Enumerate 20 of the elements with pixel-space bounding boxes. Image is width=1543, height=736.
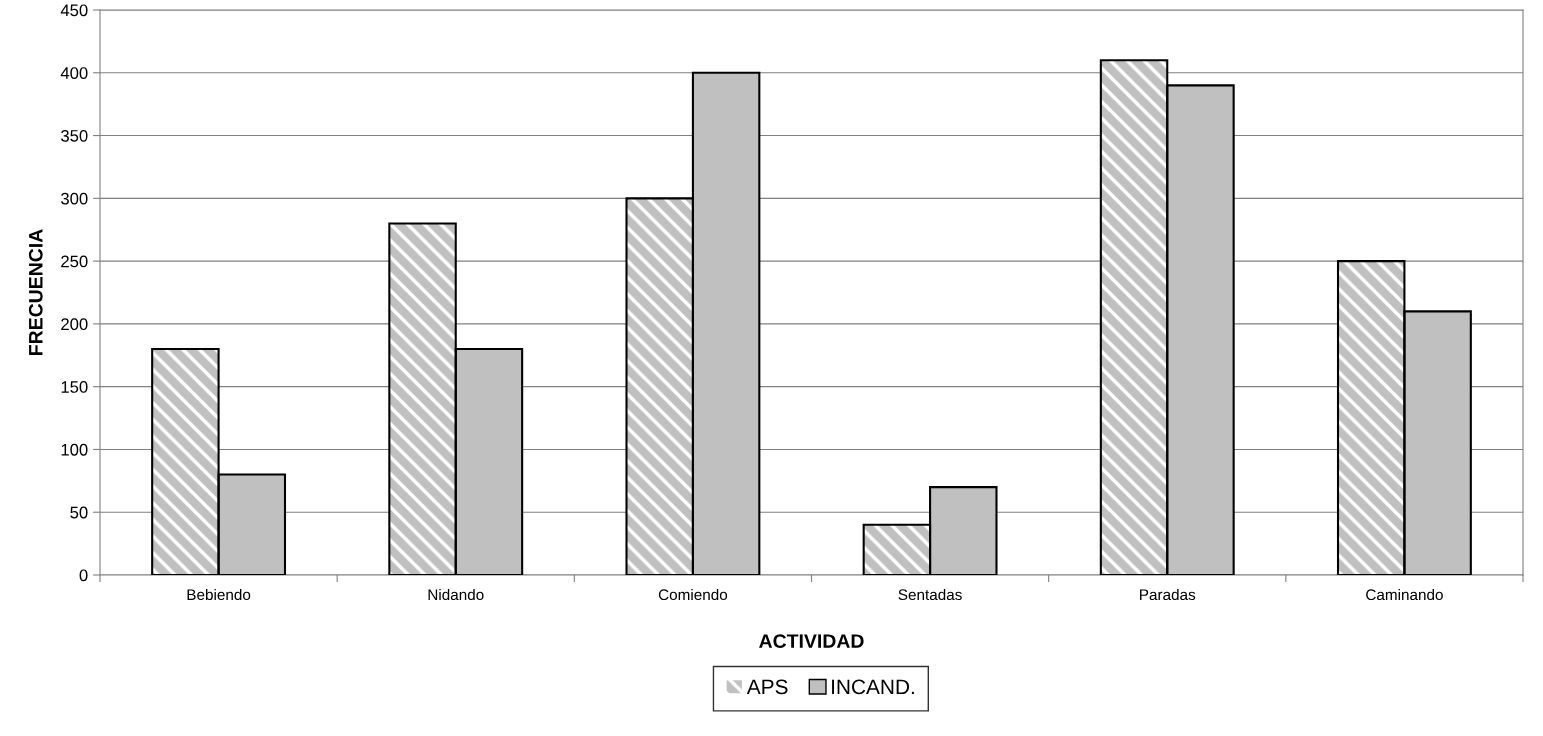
y-tick-label: 450 xyxy=(60,4,88,17)
y-axis-title: FRECUENCIA xyxy=(28,229,43,355)
x-tick-label: Sentadas xyxy=(898,588,962,601)
y-tick-label: 150 xyxy=(61,381,88,393)
y-tick-label: 300 xyxy=(61,192,88,205)
x-tick-label: Nidando xyxy=(428,588,484,601)
x-axis-title: ACTIVIDAD xyxy=(759,634,864,648)
y-tick-label: 350 xyxy=(61,129,88,142)
y-tick-label: 100 xyxy=(61,443,88,456)
x-tick-label: Caminando xyxy=(1366,588,1443,601)
y-tick-label: 50 xyxy=(70,506,88,519)
x-tick-label: Bebiendo xyxy=(187,588,251,601)
y-tick-label: 250 xyxy=(61,255,88,268)
x-tick-label: Comiendo xyxy=(658,588,728,601)
y-tick-label: 0 xyxy=(79,569,88,582)
y-tick-label: 200 xyxy=(61,318,88,331)
y-tick-label: 400 xyxy=(60,67,88,79)
legend-label: APS xyxy=(746,679,788,695)
x-tick-label: Paradas xyxy=(1140,588,1196,601)
legend-label: INCAND. xyxy=(832,679,914,695)
